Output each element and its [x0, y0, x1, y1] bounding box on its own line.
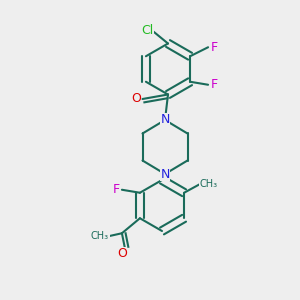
Text: F: F: [211, 41, 218, 54]
Text: F: F: [112, 183, 119, 196]
Text: N: N: [160, 167, 170, 181]
Text: CH₃: CH₃: [91, 231, 109, 241]
Text: F: F: [211, 78, 218, 91]
Text: O: O: [117, 247, 127, 260]
Text: Cl: Cl: [141, 23, 153, 37]
Text: CH₃: CH₃: [199, 179, 217, 189]
Text: O: O: [131, 92, 141, 106]
Text: N: N: [160, 113, 170, 127]
